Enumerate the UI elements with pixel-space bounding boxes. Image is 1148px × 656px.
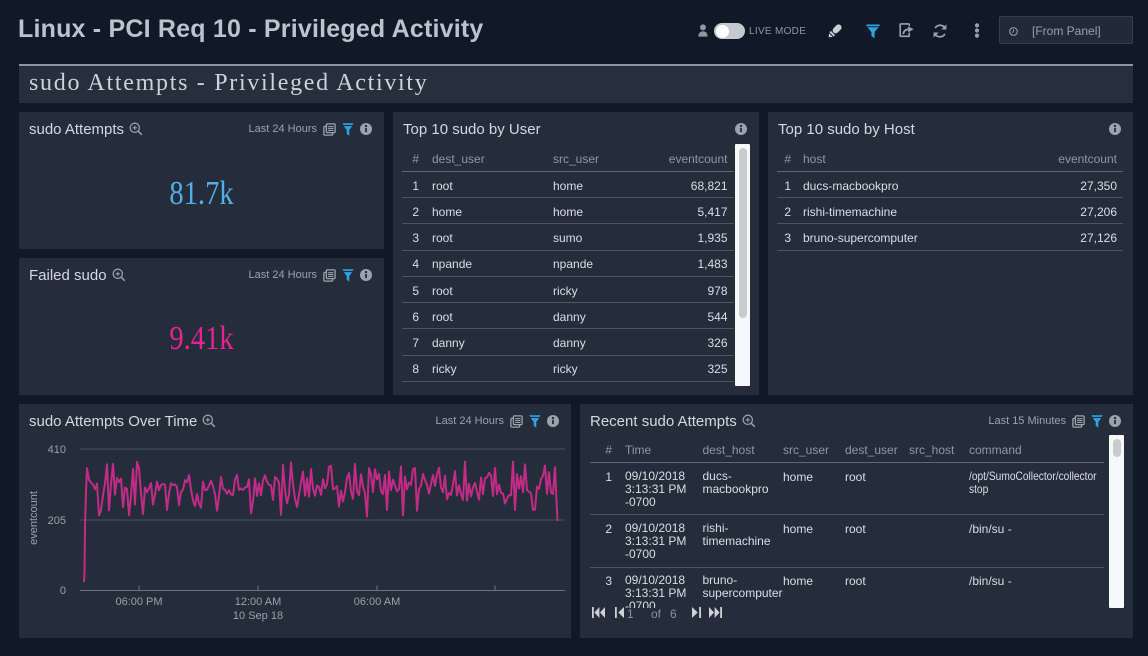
svg-text:06:00 PM: 06:00 PM (115, 596, 162, 608)
svg-text:410: 410 (48, 444, 66, 456)
svg-text:10 Sep 18: 10 Sep 18 (233, 610, 283, 622)
svg-text:205: 205 (48, 515, 66, 527)
svg-text:12:00 AM: 12:00 AM (235, 596, 281, 608)
svg-text:0: 0 (60, 585, 66, 597)
svg-text:eventcount: eventcount (28, 491, 40, 545)
svg-text:06:00 AM: 06:00 AM (354, 596, 400, 608)
